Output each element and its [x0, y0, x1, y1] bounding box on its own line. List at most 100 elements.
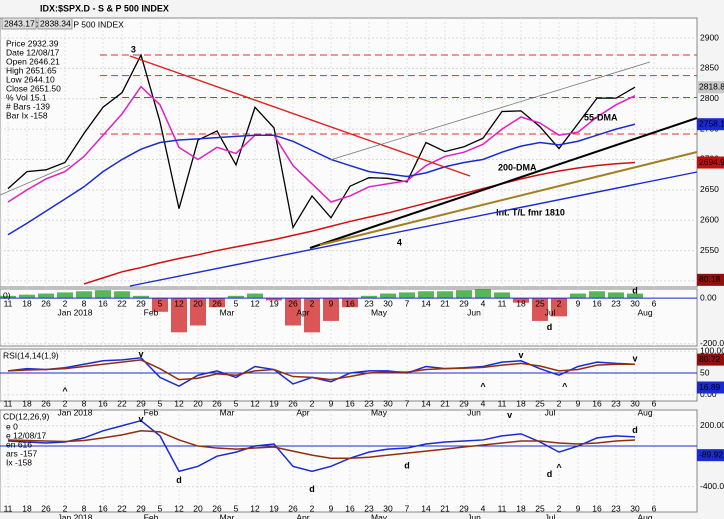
x-tick-label: 5	[158, 398, 163, 408]
series-line	[7, 123, 636, 236]
x-tick-label: 26	[41, 398, 51, 408]
series-line	[7, 53, 636, 230]
series-line	[7, 419, 636, 473]
annotation: 3	[131, 45, 136, 55]
quote-box	[1, 17, 37, 30]
x-tick-label: 5	[234, 298, 239, 308]
y-tick-label: 0.00	[700, 389, 717, 399]
quote: 2838.34	[40, 18, 71, 28]
x-tick-label: 21	[440, 298, 450, 308]
bar	[38, 293, 54, 299]
annotation: ^	[480, 381, 486, 391]
panel-title: 0)	[3, 290, 11, 300]
annotation: ^	[556, 463, 562, 473]
bar	[323, 298, 339, 321]
x-tick-label: 16	[345, 503, 355, 513]
month-label: Mar	[220, 307, 235, 317]
x-tick-label: 16	[98, 503, 108, 513]
x-tick-label: 5	[158, 298, 163, 308]
value-box	[697, 381, 724, 394]
x-tick-label: 11	[4, 398, 13, 408]
info-line: Low 2644.10	[6, 74, 55, 84]
x-tick-label: 26	[288, 298, 298, 308]
info-line: en 616	[6, 439, 32, 449]
x-tick-label: 29	[136, 503, 146, 513]
x-tick-label: 9	[329, 503, 334, 513]
month-label: Jan 2018	[58, 307, 93, 317]
value-box	[697, 449, 724, 462]
x-tick-label: 16	[592, 298, 602, 308]
info-line: Date 12/08/17	[6, 47, 60, 57]
info-line: Open 2646.21	[6, 56, 60, 66]
bar	[494, 292, 510, 299]
x-tick-label: 23	[611, 503, 621, 513]
month-label: Aug	[637, 407, 652, 417]
month-label: Jun	[467, 307, 481, 317]
month-label: Jul	[545, 407, 556, 417]
bar	[589, 291, 605, 299]
x-tick-label: 12	[250, 503, 260, 513]
value-box	[697, 118, 724, 131]
bar	[152, 298, 168, 312]
x-tick-label: 22	[117, 298, 127, 308]
bar	[0, 295, 16, 299]
annotation: ^	[62, 386, 68, 396]
bar	[475, 289, 491, 299]
x-tick-label: 30	[630, 398, 640, 408]
x-tick-label: 19	[269, 298, 279, 308]
x-tick-label: 16	[592, 503, 602, 513]
x-tick-label: 30	[630, 503, 640, 513]
x-tick-label: 16	[345, 398, 355, 408]
trend-lines	[0, 55, 698, 287]
annotation: d	[632, 286, 638, 296]
x-tick-label: 2	[63, 398, 68, 408]
info-line: # Bars -139	[6, 101, 50, 111]
x-tick-label: 18	[516, 398, 526, 408]
x-tick-label: 9	[329, 398, 334, 408]
x-tick-label: 4	[481, 298, 486, 308]
month-label: Apr	[296, 407, 309, 417]
value-label: 2818.82	[699, 82, 724, 92]
annotation: v	[632, 353, 637, 363]
chart-title: IDX:$SPX.D - S & P 500 INDEX	[40, 3, 169, 13]
y-tick-label: 2900	[700, 32, 719, 42]
annotation: 4	[397, 238, 402, 248]
x-tick-label: 26	[288, 398, 298, 408]
info-line: High 2651.65	[6, 65, 57, 75]
month-label: Jul	[545, 512, 556, 519]
annotation: d	[404, 461, 410, 471]
x-tick-label: 22	[117, 398, 127, 408]
month-label: Jan 2018	[58, 512, 93, 519]
x-tick-label: 18	[516, 503, 526, 513]
bar	[133, 295, 149, 299]
x-tick-label: 14	[421, 298, 431, 308]
month-label: Mar	[220, 407, 235, 417]
bar	[209, 298, 225, 308]
bar	[57, 292, 73, 299]
x-tick-label: 20	[193, 398, 203, 408]
x-tick-label: 11	[4, 298, 13, 308]
annotation: v	[138, 349, 143, 359]
y-tick-label: 2800	[700, 93, 719, 103]
x-tick-label: 26	[212, 298, 222, 308]
bar	[570, 293, 586, 299]
value-box	[697, 273, 724, 286]
series-line	[7, 430, 636, 459]
x-tick-label: 8	[82, 398, 87, 408]
panel-title: CD(12,26,9)	[3, 411, 49, 421]
x-tick-label: 19	[269, 503, 279, 513]
bar	[76, 291, 92, 299]
annotation: v	[138, 414, 143, 424]
bar	[380, 293, 396, 299]
bar	[19, 294, 35, 299]
month-label: Jul	[545, 307, 556, 317]
x-tick-label: 2	[557, 503, 562, 513]
x-tick-label: 4	[481, 503, 486, 513]
x-tick-label: 6	[652, 298, 657, 308]
x-tick-label: 18	[516, 298, 526, 308]
x-tick-label: 9	[576, 398, 581, 408]
annotation: d	[547, 469, 553, 479]
x-tick-label: 5	[234, 503, 239, 513]
series-line	[83, 161, 636, 285]
x-tick-label: 29	[459, 298, 469, 308]
